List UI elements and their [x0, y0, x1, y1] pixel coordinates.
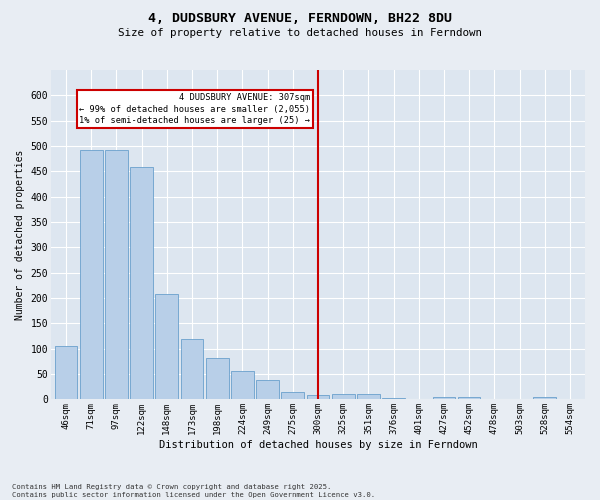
Bar: [332, 394, 355, 400]
Bar: [55, 346, 77, 400]
Bar: [206, 358, 229, 400]
Text: 4 DUDSBURY AVENUE: 307sqm
← 99% of detached houses are smaller (2,055)
1% of sem: 4 DUDSBURY AVENUE: 307sqm ← 99% of detac…: [79, 93, 310, 126]
Bar: [382, 398, 405, 400]
Bar: [130, 168, 153, 400]
Bar: [307, 396, 329, 400]
Bar: [231, 370, 254, 400]
Bar: [433, 397, 455, 400]
Text: Contains HM Land Registry data © Crown copyright and database right 2025.
Contai: Contains HM Land Registry data © Crown c…: [12, 484, 375, 498]
Bar: [155, 294, 178, 400]
Bar: [80, 150, 103, 400]
Y-axis label: Number of detached properties: Number of detached properties: [15, 150, 25, 320]
Bar: [533, 398, 556, 400]
Bar: [458, 397, 481, 400]
Bar: [281, 392, 304, 400]
Bar: [256, 380, 279, 400]
Bar: [105, 150, 128, 400]
X-axis label: Distribution of detached houses by size in Ferndown: Distribution of detached houses by size …: [158, 440, 478, 450]
Bar: [357, 394, 380, 400]
Text: Size of property relative to detached houses in Ferndown: Size of property relative to detached ho…: [118, 28, 482, 38]
Text: 4, DUDSBURY AVENUE, FERNDOWN, BH22 8DU: 4, DUDSBURY AVENUE, FERNDOWN, BH22 8DU: [148, 12, 452, 26]
Bar: [181, 338, 203, 400]
